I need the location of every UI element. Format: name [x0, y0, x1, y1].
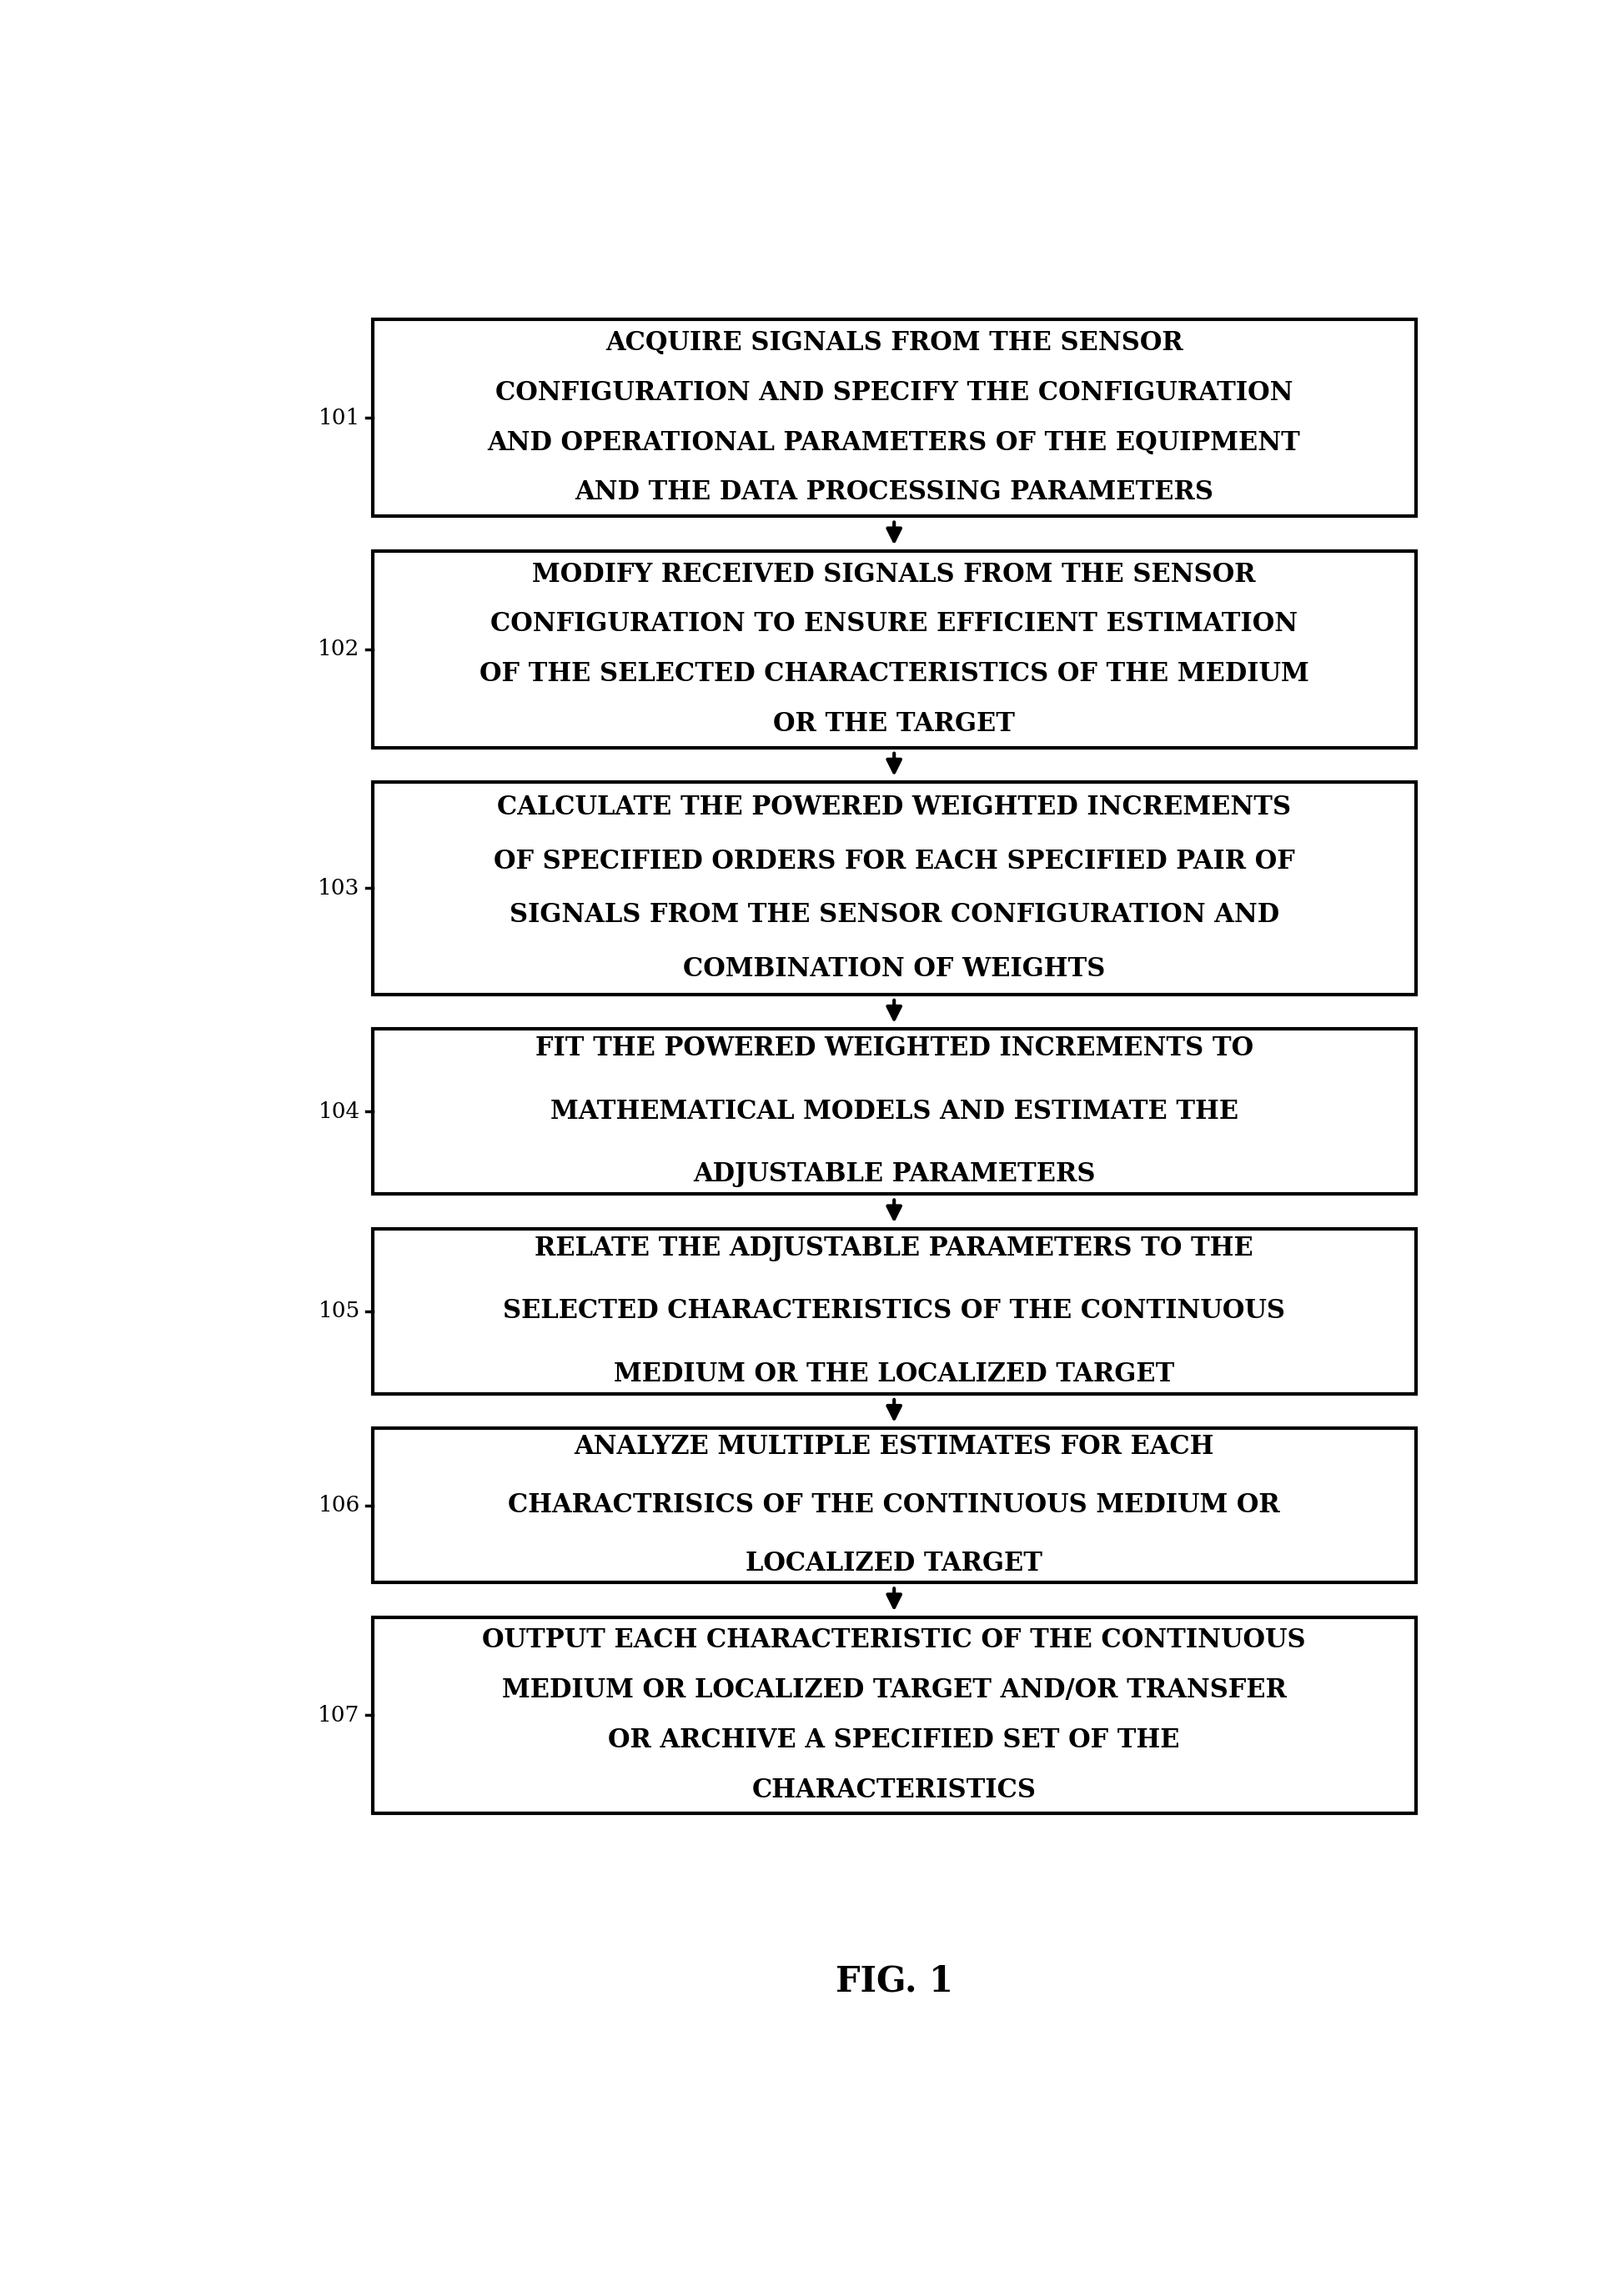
Text: CALCULATE THE POWERED WEIGHTED INCREMENTS: CALCULATE THE POWERED WEIGHTED INCREMENT… — [496, 794, 1291, 820]
Text: 104: 104 — [318, 1102, 360, 1123]
Text: LOCALIZED TARGET: LOCALIZED TARGET — [746, 1552, 1043, 1577]
Bar — [373, 1228, 1416, 1394]
Text: 107: 107 — [318, 1706, 360, 1727]
Text: 102: 102 — [318, 638, 360, 659]
Text: MATHEMATICAL MODELS AND ESTIMATE THE: MATHEMATICAL MODELS AND ESTIMATE THE — [550, 1097, 1238, 1125]
Text: MEDIUM OR LOCALIZED TARGET AND/OR TRANSFER: MEDIUM OR LOCALIZED TARGET AND/OR TRANSF… — [501, 1678, 1286, 1704]
Text: 105: 105 — [318, 1302, 360, 1322]
Text: MODIFY RECEIVED SIGNALS FROM THE SENSOR: MODIFY RECEIVED SIGNALS FROM THE SENSOR — [532, 563, 1255, 588]
Text: AND OPERATIONAL PARAMETERS OF THE EQUIPMENT: AND OPERATIONAL PARAMETERS OF THE EQUIPM… — [488, 429, 1301, 457]
Text: CONFIGURATION TO ENSURE EFFICIENT ESTIMATION: CONFIGURATION TO ENSURE EFFICIENT ESTIMA… — [490, 611, 1298, 638]
Text: 101: 101 — [318, 409, 360, 429]
Text: RELATE THE ADJUSTABLE PARAMETERS TO THE: RELATE THE ADJUSTABLE PARAMETERS TO THE — [535, 1235, 1254, 1261]
Text: CHARACTRISICS OF THE CONTINUOUS MEDIUM OR: CHARACTRISICS OF THE CONTINUOUS MEDIUM O… — [508, 1492, 1280, 1518]
Bar — [373, 1616, 1416, 1814]
Text: CONFIGURATION AND SPECIFY THE CONFIGURATION: CONFIGURATION AND SPECIFY THE CONFIGURAT… — [495, 381, 1293, 406]
Text: 106: 106 — [318, 1495, 360, 1515]
Text: OF SPECIFIED ORDERS FOR EACH SPECIFIED PAIR OF: OF SPECIFIED ORDERS FOR EACH SPECIFIED P… — [493, 847, 1294, 875]
Bar — [373, 783, 1416, 994]
Bar — [373, 1029, 1416, 1194]
Text: OF THE SELECTED CHARACTERISTICS OF THE MEDIUM: OF THE SELECTED CHARACTERISTICS OF THE M… — [480, 661, 1309, 687]
Text: ANALYZE MULTIPLE ESTIMATES FOR EACH: ANALYZE MULTIPLE ESTIMATES FOR EACH — [574, 1435, 1215, 1460]
Text: 103: 103 — [318, 877, 360, 898]
Text: AND THE DATA PROCESSING PARAMETERS: AND THE DATA PROCESSING PARAMETERS — [574, 480, 1213, 505]
Text: ADJUSTABLE PARAMETERS: ADJUSTABLE PARAMETERS — [693, 1162, 1095, 1187]
Text: OUTPUT EACH CHARACTERISTIC OF THE CONTINUOUS: OUTPUT EACH CHARACTERISTIC OF THE CONTIN… — [482, 1628, 1306, 1653]
Text: ACQUIRE SIGNALS FROM THE SENSOR: ACQUIRE SIGNALS FROM THE SENSOR — [605, 331, 1182, 356]
Text: COMBINATION OF WEIGHTS: COMBINATION OF WEIGHTS — [683, 955, 1105, 983]
Text: OR THE TARGET: OR THE TARGET — [774, 712, 1015, 737]
Text: CHARACTERISTICS: CHARACTERISTICS — [753, 1777, 1036, 1802]
Text: SELECTED CHARACTERISTICS OF THE CONTINUOUS: SELECTED CHARACTERISTICS OF THE CONTINUO… — [503, 1297, 1285, 1325]
Bar — [373, 1428, 1416, 1582]
Bar — [373, 319, 1416, 517]
Bar — [373, 551, 1416, 748]
Text: FIT THE POWERED WEIGHTED INCREMENTS TO: FIT THE POWERED WEIGHTED INCREMENTS TO — [535, 1035, 1254, 1061]
Text: OR ARCHIVE A SPECIFIED SET OF THE: OR ARCHIVE A SPECIFIED SET OF THE — [608, 1727, 1179, 1754]
Text: MEDIUM OR THE LOCALIZED TARGET: MEDIUM OR THE LOCALIZED TARGET — [613, 1362, 1174, 1387]
Text: FIG. 1: FIG. 1 — [835, 1963, 952, 2000]
Text: SIGNALS FROM THE SENSOR CONFIGURATION AND: SIGNALS FROM THE SENSOR CONFIGURATION AN… — [509, 902, 1280, 928]
